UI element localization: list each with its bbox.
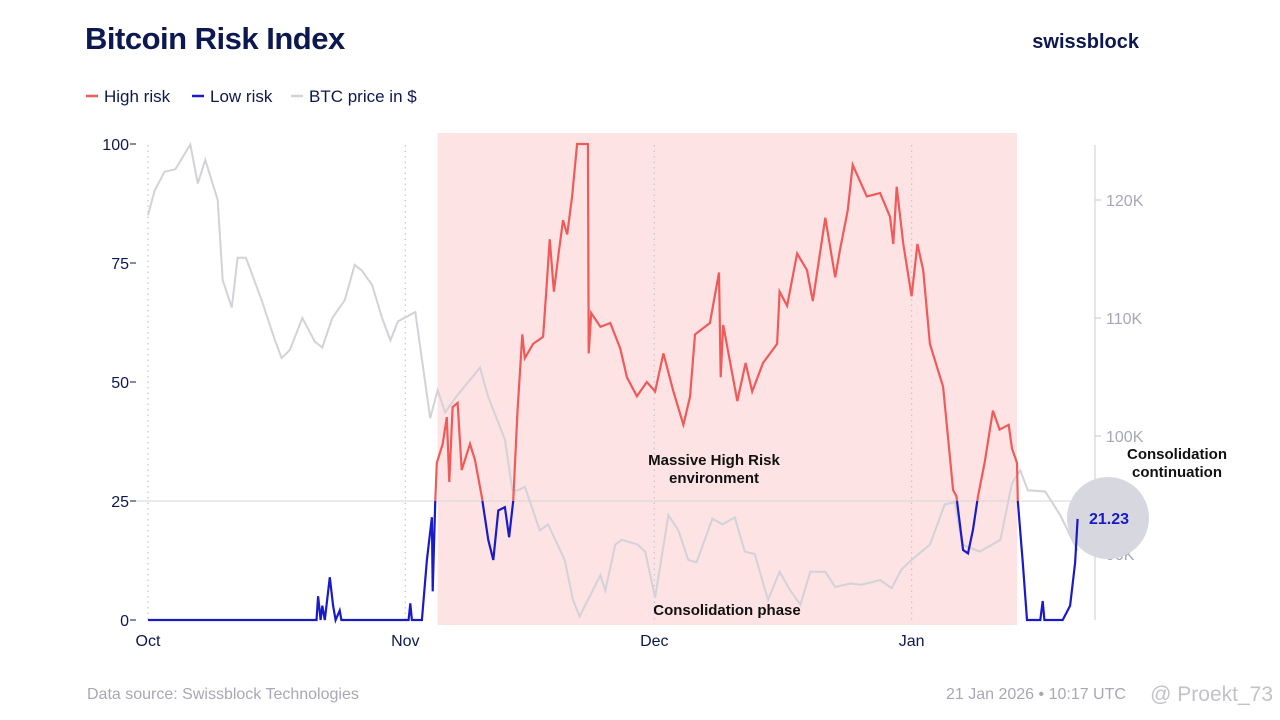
annotation-consolidation-phase: Consolidation phase xyxy=(653,602,801,619)
legend: High risk Low risk BTC price in $ xyxy=(86,87,417,106)
month-gridlines xyxy=(147,145,913,620)
right-tick-label: 100K xyxy=(1106,429,1144,446)
annotation-continuation: continuation xyxy=(1132,464,1222,481)
annotation-consolidation: Consolidation xyxy=(1127,446,1227,463)
data-source: Data source: Swissblock Technologies xyxy=(87,686,359,703)
annotation-massive-high-risk: Massive High Risk xyxy=(648,452,780,469)
right-tick-label: 110K xyxy=(1106,311,1143,328)
legend-low-risk: Low risk xyxy=(210,87,273,106)
last-value-label: 21.23 xyxy=(1089,511,1129,528)
left-tick-label: 100 xyxy=(102,137,129,154)
x-tick-label: Nov xyxy=(391,633,419,650)
x-tick-label: Jan xyxy=(899,633,925,650)
left-tick-label: 75 xyxy=(111,256,129,273)
annotation-environment: environment xyxy=(669,470,759,487)
left-tick-label: 0 xyxy=(120,613,129,630)
x-tick-label: Oct xyxy=(136,633,161,650)
high-risk-line xyxy=(434,142,1019,501)
left-tick-label: 50 xyxy=(111,375,129,392)
x-axis: Oct Nov Dec Jan xyxy=(136,633,925,650)
timestamp: 21 Jan 2026 • 10:17 UTC xyxy=(946,686,1126,703)
high-risk-shaded-region xyxy=(437,133,1018,625)
watermark: @ Proekt_73 xyxy=(1150,683,1273,706)
low-risk-line xyxy=(148,501,1079,624)
left-axis: 0 25 50 75 100 xyxy=(102,137,136,630)
btc-price-line xyxy=(147,141,1079,619)
legend-btc-price: BTC price in $ xyxy=(309,87,417,106)
left-tick-label: 25 xyxy=(111,494,129,511)
chart-title: Bitcoin Risk Index xyxy=(85,21,346,56)
last-value-highlight xyxy=(1067,477,1149,559)
right-tick-label: 120K xyxy=(1106,193,1144,210)
x-tick-label: Dec xyxy=(640,633,668,650)
brand-logo: swissblock xyxy=(1032,31,1140,53)
legend-high-risk: High risk xyxy=(104,87,171,106)
